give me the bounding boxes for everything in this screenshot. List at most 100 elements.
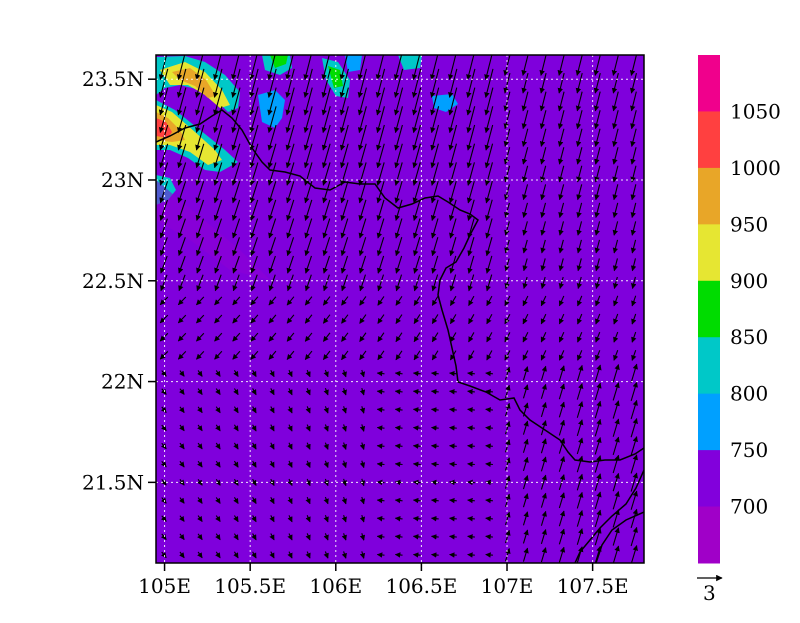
wind-vector <box>177 106 187 134</box>
wind-vector <box>594 147 601 165</box>
wind-vector <box>522 547 529 562</box>
wind-vector <box>287 460 293 468</box>
wind-vector <box>177 351 187 360</box>
wind-vector <box>376 425 385 431</box>
wind-vector <box>395 274 403 292</box>
wind-vector <box>466 162 475 186</box>
wind-vector <box>394 407 403 413</box>
wind-vector <box>177 332 187 342</box>
wind-vector <box>322 199 331 221</box>
wind-vector <box>595 350 601 361</box>
wind-vector <box>197 479 203 486</box>
wind-vector <box>468 350 475 361</box>
wind-vector <box>159 181 169 204</box>
lat-tick-label: 22N <box>101 370 144 394</box>
wind-vector <box>467 515 475 522</box>
wind-vector <box>161 479 167 486</box>
wind-vector <box>394 124 403 151</box>
wind-vector <box>214 314 223 324</box>
wind-vector <box>430 143 439 169</box>
wind-vector <box>503 73 511 94</box>
wind-vector <box>412 143 421 169</box>
wind-vector <box>341 314 349 324</box>
wind-vector <box>339 106 349 134</box>
wind-vector <box>159 332 169 342</box>
wind-vector <box>412 162 421 186</box>
wind-vector <box>267 68 277 98</box>
wind-vector <box>595 295 601 307</box>
wind-vector <box>576 221 583 236</box>
wind-vector <box>341 350 349 361</box>
wind-vector <box>161 388 167 395</box>
wind-vector <box>375 106 385 134</box>
wind-vector <box>322 296 331 306</box>
wind-vector <box>431 255 439 274</box>
wind-vector <box>377 296 385 306</box>
colorbar-label: 1050 <box>730 99 781 123</box>
wind-vector <box>413 350 421 361</box>
wind-vector <box>158 106 169 134</box>
wind-vector <box>558 546 566 563</box>
wind-vector <box>376 388 385 395</box>
wind-vector <box>179 424 185 432</box>
wind-vector <box>557 55 565 76</box>
reference-vector-label: 3 <box>703 581 716 605</box>
wind-vector <box>629 55 637 76</box>
wind-vector <box>268 296 277 306</box>
wind-vector <box>251 497 257 505</box>
wind-vector <box>631 313 637 325</box>
wind-vector <box>558 295 565 307</box>
wind-vector <box>484 180 493 204</box>
wind-vector <box>357 106 367 134</box>
wind-vector <box>285 68 295 98</box>
wind-vector <box>503 128 511 147</box>
colorbar-segment <box>698 280 720 338</box>
wind-vector <box>304 237 313 257</box>
wind-vector <box>321 68 331 98</box>
wind-vector <box>322 274 330 292</box>
wind-vector <box>412 461 421 468</box>
wind-vector <box>413 296 421 306</box>
wind-vector <box>323 369 329 378</box>
wind-vector <box>359 406 366 414</box>
wind-vector <box>376 237 385 257</box>
wind-vector <box>357 68 368 98</box>
wind-vector <box>631 295 637 307</box>
wind-vector <box>232 296 241 306</box>
wind-vector <box>215 515 221 523</box>
wind-vector <box>576 510 584 527</box>
wind-vector <box>485 370 493 377</box>
wind-vector <box>594 258 601 272</box>
wind-vector <box>630 91 637 112</box>
wind-vector <box>358 218 367 239</box>
wind-vector <box>575 110 583 130</box>
wind-vector <box>412 180 421 204</box>
wind-vector <box>359 387 366 396</box>
wind-vector <box>558 331 565 343</box>
wind-vector <box>176 68 187 98</box>
wind-vector <box>321 87 331 116</box>
wind-vector <box>630 165 637 183</box>
wind-vector <box>358 162 367 186</box>
wind-vector <box>467 534 475 540</box>
wind-vector <box>376 443 385 449</box>
wind-vector <box>286 274 294 292</box>
wind-vector <box>430 124 440 151</box>
wind-vector <box>576 295 583 307</box>
wind-vector <box>576 165 583 183</box>
wind-vector <box>322 180 331 204</box>
wind-vector <box>576 258 583 272</box>
wind-vector <box>267 162 277 186</box>
wind-vector <box>522 384 529 399</box>
wind-vector <box>394 218 403 239</box>
wind-vector <box>430 552 439 558</box>
wind-vector <box>197 515 203 522</box>
wind-vector <box>394 370 403 377</box>
wind-vector <box>304 218 313 239</box>
wind-vector <box>196 314 205 324</box>
wind-vector <box>540 438 547 454</box>
wind-vector <box>594 202 601 218</box>
wind-vector <box>413 314 421 325</box>
wind-vector <box>233 442 239 450</box>
